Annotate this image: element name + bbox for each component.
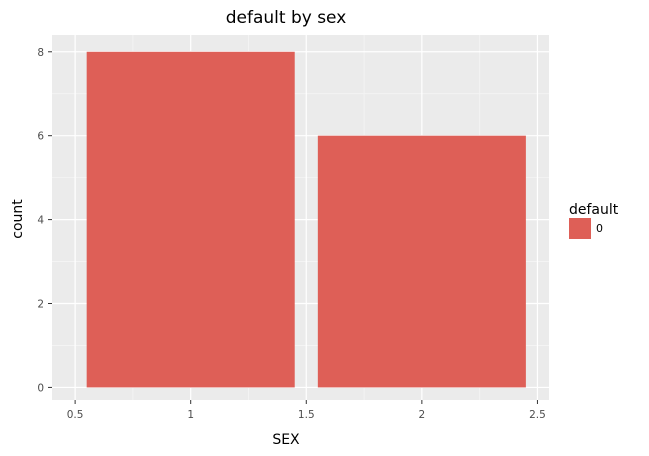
legend: default 0 [569, 202, 619, 239]
chart-title: default by sex [226, 8, 347, 28]
x-tick-label: 0.5 [67, 409, 84, 421]
x-tick-label: 1 [187, 409, 194, 421]
y-tick-label: 8 [37, 47, 44, 59]
y-tick-label: 0 [37, 382, 44, 394]
y-tick-label: 2 [37, 299, 44, 311]
bars [86, 51, 526, 388]
y-tick-label: 6 [37, 131, 44, 143]
legend-title: default [569, 202, 619, 218]
x-tick-label: 2 [419, 409, 426, 421]
legend-label-0: 0 [596, 222, 603, 235]
x-axis-title: SEX [272, 432, 300, 448]
y-tick-label: 4 [37, 215, 44, 227]
y-axis-ticks: 0 2 4 6 8 [37, 47, 52, 394]
bar-2 [317, 135, 526, 388]
legend-key-0 [569, 218, 591, 239]
bar-1 [86, 51, 295, 388]
x-tick-label: 1.5 [298, 409, 315, 421]
x-tick-label: 2.5 [529, 409, 546, 421]
x-axis-ticks: 0.5 1 1.5 2 2.5 [67, 400, 546, 421]
y-axis-title: count [10, 199, 26, 239]
